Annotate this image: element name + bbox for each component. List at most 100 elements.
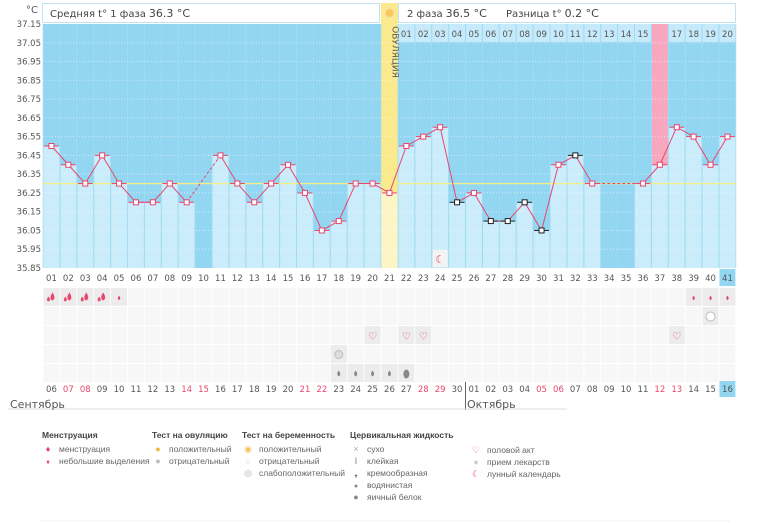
heart-icon: ♡ [368,332,377,343]
icon-cell [313,364,330,382]
icon-cell [229,326,246,344]
icon-cell [415,288,432,306]
temperature-bar [499,221,516,268]
temperature-bar [111,183,127,268]
icon-cell [618,364,634,382]
phase2-day-label: 03 [435,30,446,40]
icon-cell [229,364,246,382]
y-tick-label: 35.85 [17,264,41,274]
temperature-bar [516,202,533,268]
phase2-day-label: 11 [570,30,581,40]
icon-cell [499,345,516,363]
legend-title: Цервикальная жидкость [350,430,454,440]
icon-cell [161,307,178,325]
icon-cell [668,288,685,306]
temperature-line-segment [710,136,728,166]
calendar-date-label: 10 [621,385,632,395]
icon-cell [567,364,584,382]
calendar-date-label: 05 [536,385,547,395]
watery-icon [371,370,375,377]
icon-cell [297,364,313,382]
legend-item: водянистая [367,480,413,490]
temperature-line-segment [388,145,407,194]
heavy-menstruation-icon [80,296,84,302]
icon-cell [635,288,651,306]
icon-cell [533,364,550,382]
temperature-point [132,199,139,206]
icon-cell [618,307,634,325]
icon-cell [161,364,178,382]
icon-cell [263,364,280,382]
calendar-date-label: 12 [147,385,158,395]
icon-cell [77,326,94,344]
icon-cell [702,326,719,344]
temperature-bar [246,202,263,268]
icon-cell [584,326,601,344]
calendar-date-label: 10 [114,385,125,395]
calendar-date-label: 02 [485,385,496,395]
watery-icon [354,370,358,377]
phase2-day-cell [618,24,634,42]
phase2-day-cell [398,24,415,42]
phase2-day-cell [702,24,719,42]
cycle-day-label: 10 [198,274,209,284]
icon-cell [246,364,263,382]
temperature-bar [229,183,246,268]
cycle-day-label: 36 [638,274,649,284]
pill-icon: ● [473,457,479,467]
icon-cell [601,345,618,363]
icon-cell [702,345,719,363]
y-tick-label: 36.05 [17,226,41,236]
heavy-menstruation-icon [84,292,89,301]
icon-cell [77,364,94,382]
icon-cell [702,364,719,382]
watery-icon [337,370,341,377]
cycle-day-label: 32 [570,274,581,284]
icon-cell [364,345,381,363]
temperature-bar [263,183,280,268]
icon-cell [94,364,111,382]
calendar-date-label: 12 [654,385,665,395]
temperature-point [48,143,55,149]
ovulation-negative-icon: ● [155,456,161,466]
icon-cell [178,307,195,325]
icon-cell [415,307,432,325]
icon-cell [263,307,280,325]
temperature-bar [398,146,415,268]
icon-cell [77,345,94,363]
phase2-day-cell [635,24,651,42]
temperature-line-segment [51,145,69,166]
heavy-menstruation-icon: ♦ [45,444,51,454]
icon-cell [347,326,364,344]
icon-cell [584,364,601,382]
calendar-date-label: 18 [249,385,260,395]
legend-ovulation-test: Тест на овуляцию ● положительный ● отрицат… [152,430,231,467]
icon-cell [550,345,567,363]
cycle-day-label: 22 [401,274,412,284]
icon-cell [516,364,533,382]
light-menstruation-icon [709,295,712,300]
calendar-date-label: 07 [63,385,74,395]
icon-cell [212,345,229,363]
calendar-date-label: 14 [181,385,192,395]
cycle-day-label: 17 [316,274,327,284]
phase2-day-label: 13 [604,30,615,40]
icon-cell [43,307,60,325]
icon-cell [94,326,111,344]
icon-cell [212,326,229,344]
phase2-day-cell [432,24,449,42]
phase2-day-cell [499,24,516,42]
icon-cell [651,326,668,344]
icon-cell [364,288,381,306]
icon-cell [111,345,127,363]
icon-cell [601,307,618,325]
icon-cell [297,288,313,306]
temperature-point [656,161,663,168]
phase2-day-label: 02 [418,30,429,40]
cycle-day-label: 19 [350,274,361,284]
legend-pregnancy-test: Тест на беременность ◉ положительный ○ отр… [242,430,345,479]
icon-cell [212,307,229,325]
temperature-bar [482,221,499,268]
temperature-point [268,180,275,187]
calendar-date-label: 23 [333,385,344,395]
